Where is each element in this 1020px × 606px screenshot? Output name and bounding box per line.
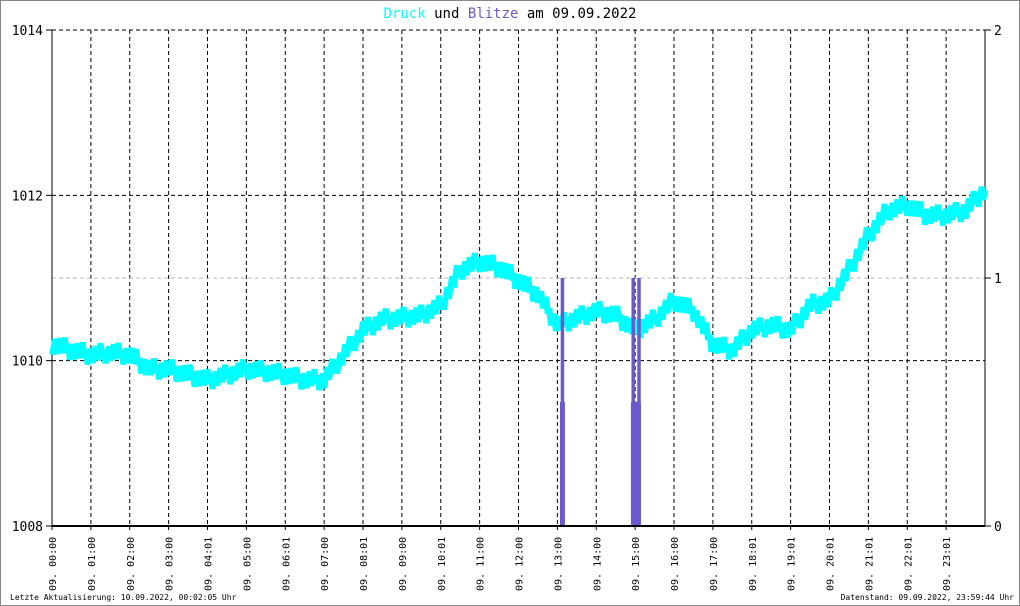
y-left-tick-label: 1012	[12, 189, 43, 204]
x-tick-label: 09. 17:00	[709, 537, 720, 591]
lightning-bar	[559, 402, 565, 526]
lightning-bar	[630, 402, 641, 526]
x-tick-label: 09. 06:01	[281, 537, 292, 591]
x-tick-label: 09. 08:01	[359, 537, 370, 591]
x-tick-label: 09. 18:01	[748, 537, 759, 591]
x-tick-label: 09. 10:01	[437, 537, 448, 591]
last-update-text: Letzte Aktualisierung: 10.09.2022, 00:02…	[10, 593, 237, 602]
pressure-line	[49, 186, 988, 391]
x-tick-label: 09. 13:00	[553, 537, 564, 591]
x-tick-label: 09. 16:00	[670, 537, 681, 591]
x-tick-label: 09. 21:01	[864, 537, 875, 591]
x-tick-label: 09. 22:01	[903, 537, 914, 591]
x-tick-label: 09. 14:00	[592, 537, 603, 591]
x-tick-label: 09. 19:01	[787, 537, 798, 591]
x-tick-label: 09. 04:01	[204, 537, 215, 591]
x-tick-label: 09. 23:01	[942, 537, 953, 591]
y-left-tick-label: 1010	[12, 355, 43, 370]
title-part: und	[426, 6, 468, 22]
title-part: Blitze	[468, 6, 519, 22]
x-tick-label: 09. 02:00	[126, 537, 137, 591]
x-tick-label: 09. 00:00	[48, 537, 59, 591]
x-tick-label: 09. 07:00	[320, 537, 331, 591]
x-tick-label: 09. 09:00	[398, 537, 409, 591]
data-status-text: Datenstand: 09.09.2022, 23:59:44 Uhr	[840, 593, 1014, 602]
x-tick-label: 09. 01:00	[87, 537, 98, 591]
x-tick-label: 09. 05:00	[242, 537, 253, 591]
x-tick-label: 09. 12:00	[515, 537, 526, 591]
x-tick-label: 09. 20:01	[826, 537, 837, 591]
x-tick-label: 09. 11:00	[476, 537, 487, 591]
x-tick-label: 09. 15:00	[631, 537, 642, 591]
x-tick-label: 09. 03:00	[165, 537, 176, 591]
y-right-tick-label: 2	[994, 24, 1002, 39]
y-left-tick-label: 1008	[12, 520, 43, 535]
y-right-tick-label: 0	[994, 520, 1002, 535]
y-right-tick-label: 1	[994, 272, 1002, 287]
title-part: Druck	[384, 6, 427, 22]
title-part: am 09.09.2022	[518, 6, 636, 22]
y-left-tick-label: 1014	[12, 24, 43, 39]
chart-title: Druck und Blitze am 09.09.2022	[384, 6, 637, 22]
